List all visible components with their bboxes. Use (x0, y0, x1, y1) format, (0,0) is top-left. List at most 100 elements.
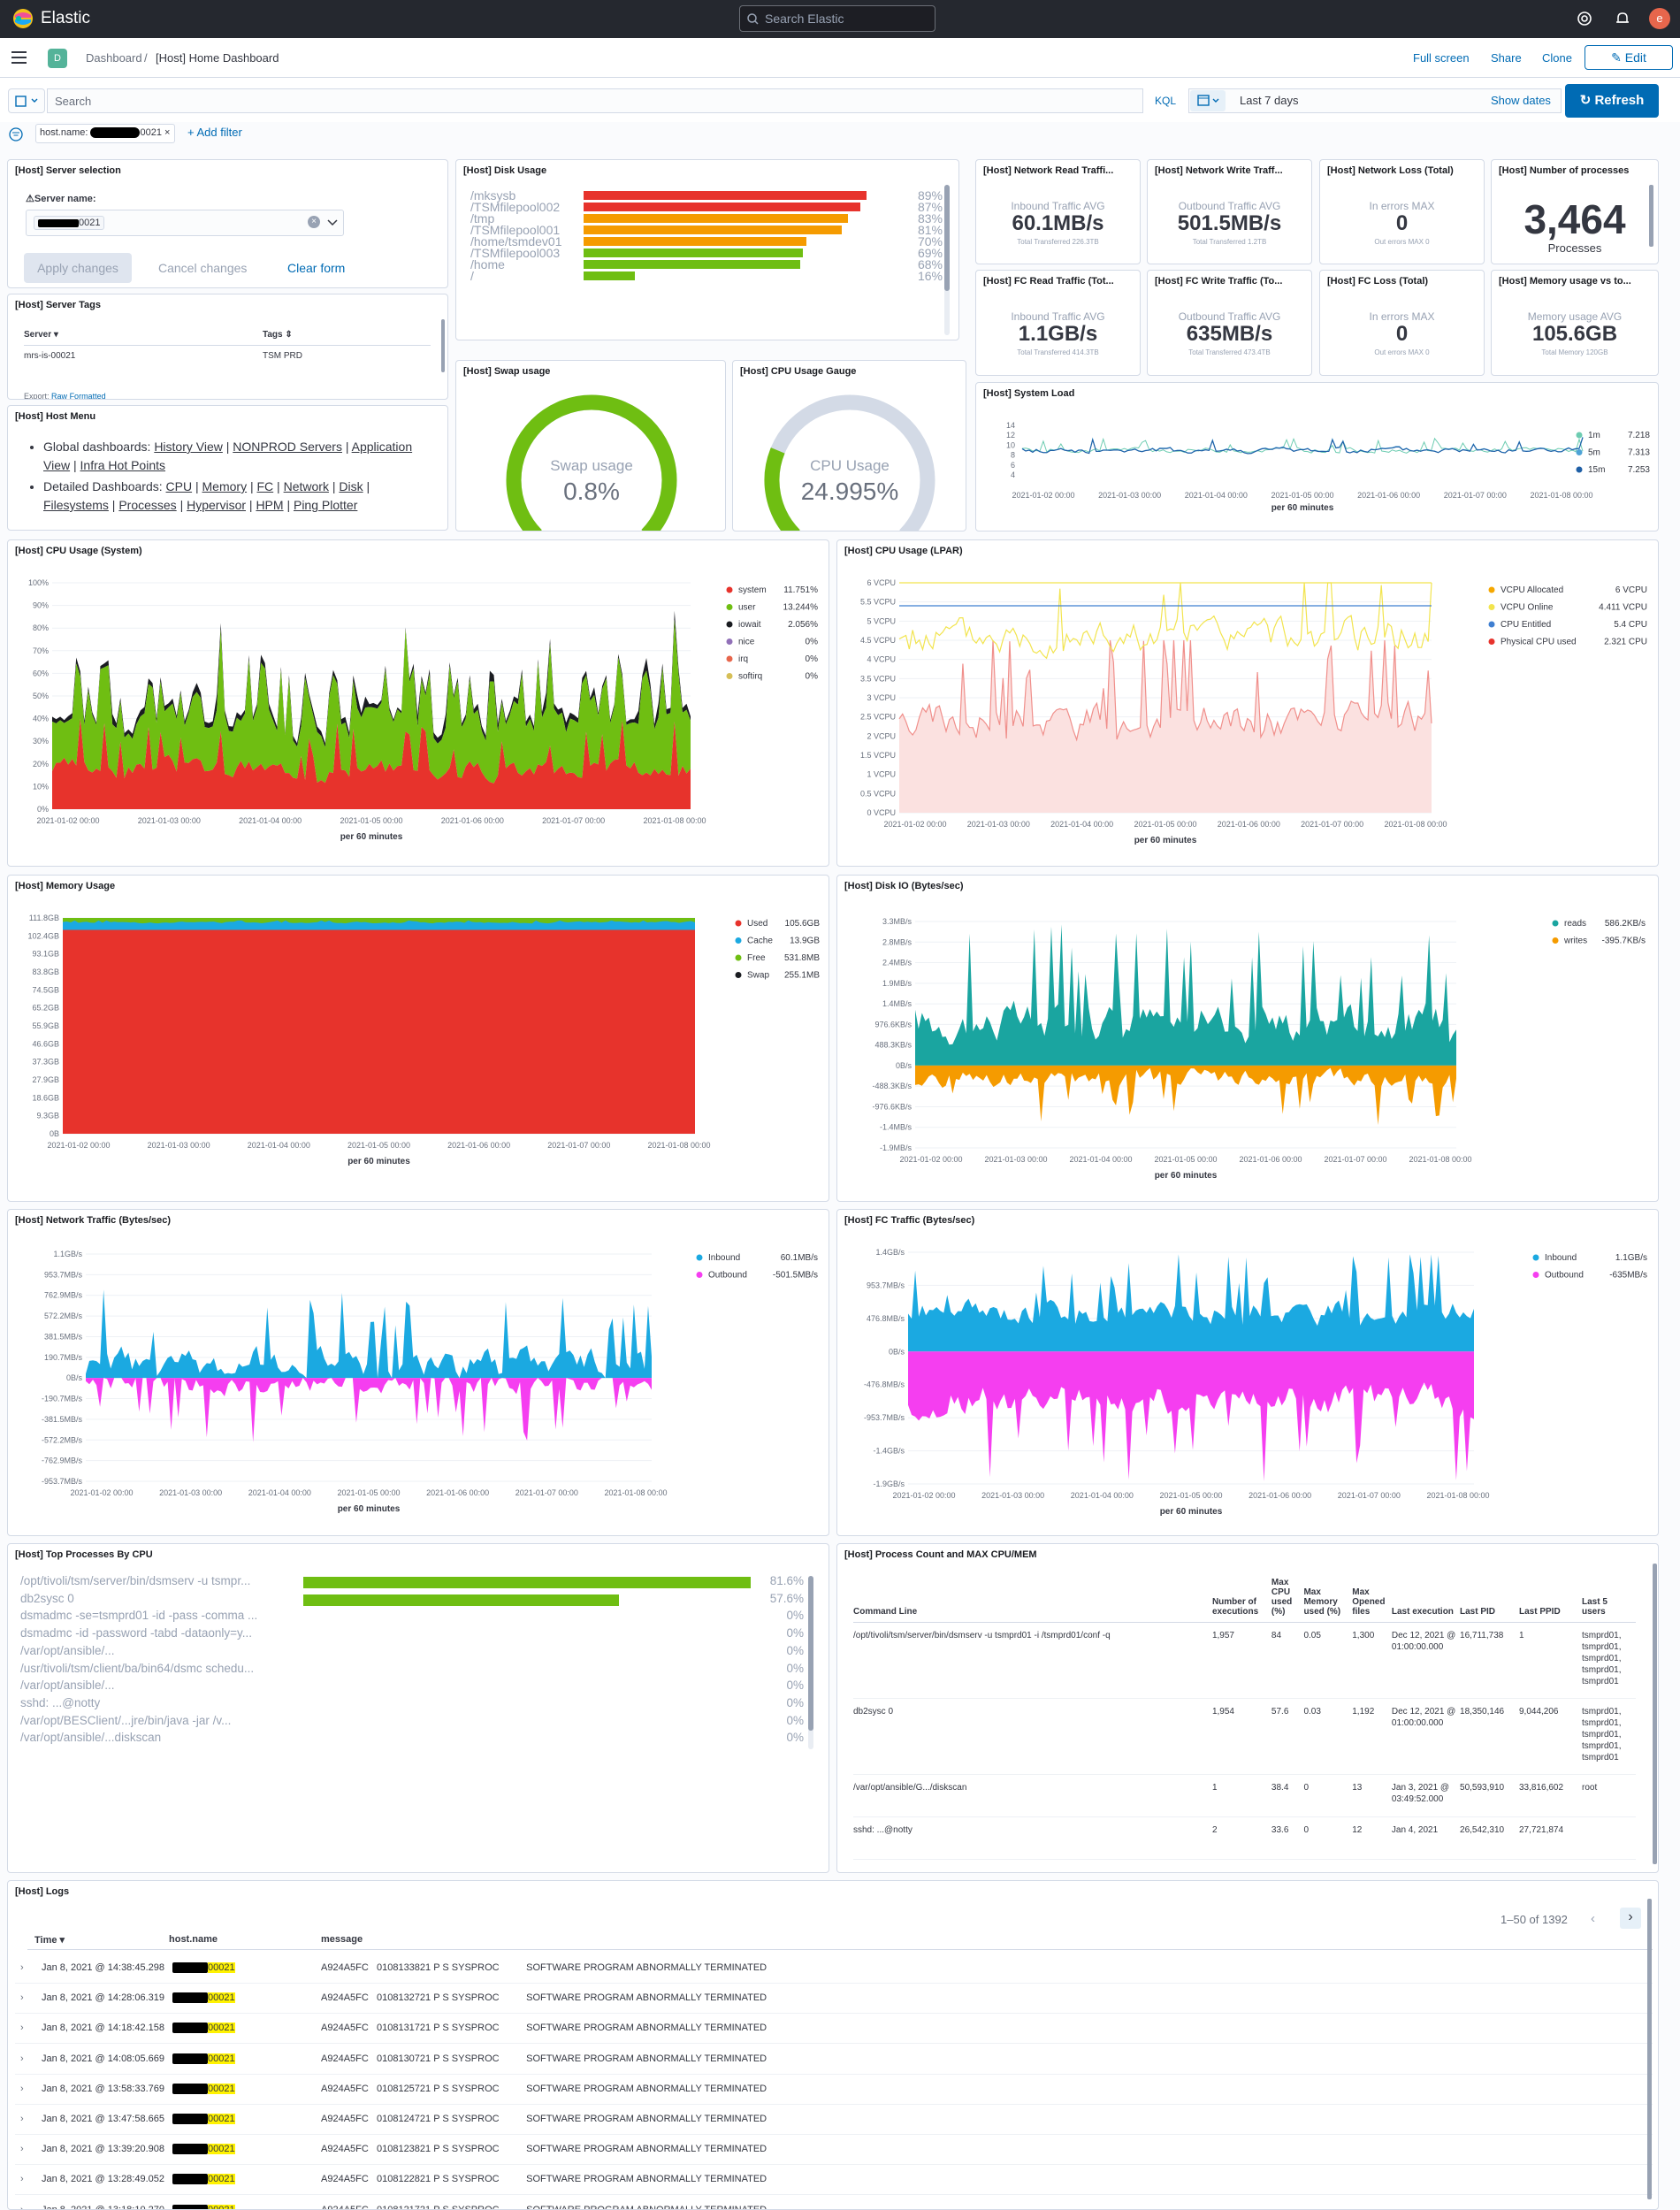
legend-name[interactable]: Free (747, 953, 766, 963)
legend-swatch[interactable] (1488, 621, 1495, 628)
refresh-button[interactable]: ↻ Refresh (1565, 84, 1659, 118)
notifications-icon[interactable] (1614, 10, 1631, 27)
legend-swatch[interactable] (726, 586, 733, 593)
legend-swatch[interactable] (1488, 586, 1495, 593)
link-ping-plotter[interactable]: Ping Plotter (293, 498, 358, 512)
column-header[interactable]: Last 5 users (1582, 1576, 1636, 1623)
table-row[interactable]: db2sysc 0 1,954 57.6 0.03 1,192 Dec 12, 2021 … (853, 1698, 1636, 1775)
brand-name[interactable]: Elastic (41, 9, 90, 27)
breadcrumb-dashboard[interactable]: Dashboard (86, 51, 142, 65)
scrollbar[interactable] (1649, 185, 1653, 247)
col-time[interactable]: Time ▾ (34, 1935, 65, 1946)
legend-swatch[interactable] (735, 954, 742, 961)
legend-name[interactable]: iowait (738, 620, 761, 630)
edit-button[interactable]: ✎ Edit (1585, 45, 1673, 70)
table-row[interactable]: /var/opt/ansible/G.../diskscan 1 38.4 0 13 Ja… (853, 1774, 1636, 1817)
log-row[interactable]: › Jan 8, 2021 @ 14:08:05.669 00021 A924A5FC… (15, 2045, 1653, 2075)
saved-query-button[interactable] (8, 88, 45, 113)
legend-swatch[interactable] (726, 639, 733, 645)
server-chip[interactable]: 0021 (34, 216, 105, 230)
cancel-changes-button[interactable]: Cancel changes (158, 261, 248, 275)
log-row[interactable]: › Jan 8, 2021 @ 14:38:45.298 00021 A924A5FC… (15, 1954, 1653, 1984)
legend-name[interactable]: 5m (1588, 448, 1600, 458)
expand-icon[interactable]: › (20, 2144, 24, 2155)
link-hpm[interactable]: HPM (256, 498, 284, 512)
expand-icon[interactable]: › (20, 2083, 24, 2094)
legend-name[interactable]: softirq (738, 672, 762, 682)
date-range[interactable]: Last 7 days (1240, 94, 1299, 107)
search-input[interactable]: Search (47, 88, 1143, 113)
legend-name[interactable]: Outbound (708, 1271, 747, 1281)
space-badge[interactable]: D (48, 49, 67, 68)
legend-name[interactable]: user (738, 603, 756, 613)
legend-name[interactable]: VCPU Online (1501, 603, 1554, 613)
link-application-view[interactable]: Application View (43, 440, 413, 472)
scrollbar[interactable] (1653, 1564, 1657, 1864)
link-memory[interactable]: Memory (202, 479, 248, 493)
filter-icon[interactable] (8, 126, 24, 142)
link-cpu[interactable]: CPU (165, 479, 193, 493)
prev-page-icon[interactable]: ‹ (1591, 1911, 1595, 1926)
legend-swatch[interactable] (696, 1272, 703, 1278)
chevron-down-icon[interactable] (327, 218, 338, 227)
column-header[interactable]: Last PPID (1518, 1576, 1583, 1623)
show-dates-link[interactable]: Show dates (1491, 94, 1551, 107)
legend-swatch[interactable] (1552, 937, 1559, 944)
date-picker[interactable] (1188, 88, 1562, 113)
legend-name[interactable]: nice (738, 638, 755, 647)
column-header[interactable]: Max Opened files (1352, 1576, 1392, 1623)
column-header[interactable]: Last execution (1391, 1576, 1461, 1623)
export-raw-link[interactable]: Raw (51, 392, 68, 400)
log-row[interactable]: › Jan 8, 2021 @ 14:28:06.319 00021 A924A5FC… (15, 1984, 1653, 2015)
legend-swatch[interactable] (726, 655, 733, 662)
kql-toggle[interactable]: KQL (1154, 95, 1176, 107)
legend-swatch[interactable] (1532, 1272, 1539, 1278)
log-row[interactable]: › Jan 8, 2021 @ 13:47:58.665 00021 A924A5FC… (15, 2105, 1653, 2135)
col-message[interactable]: message (321, 1934, 363, 1945)
log-row[interactable]: › Jan 8, 2021 @ 14:18:42.158 00021 A924A5FC… (15, 2014, 1653, 2045)
clear-form-button[interactable]: Clear form (287, 261, 346, 275)
column-header[interactable]: Command Line (853, 1576, 1212, 1623)
legend-name[interactable]: CPU Entitled (1501, 620, 1551, 630)
add-filter-button[interactable]: + Add filter (187, 126, 242, 139)
col-host[interactable]: host.name (169, 1934, 218, 1945)
full-screen-link[interactable]: Full screen (1413, 51, 1470, 65)
scrollbar[interactable] (944, 185, 950, 335)
share-link[interactable]: Share (1491, 51, 1522, 65)
link-disk[interactable]: Disk (339, 479, 363, 493)
legend-swatch[interactable] (1488, 639, 1495, 645)
global-search-input[interactable]: Search Elastic (739, 5, 935, 32)
expand-icon[interactable]: › (20, 2053, 24, 2064)
table-row[interactable]: sshd: ...@notty 2 33.6 0 12 Jan 4, 2021 26,542… (853, 1816, 1636, 1860)
column-header[interactable]: Max Memory used (%) (1303, 1576, 1353, 1623)
log-row[interactable]: › Jan 8, 2021 @ 13:28:49.052 00021 A924A5FC… (15, 2165, 1653, 2196)
legend-name[interactable]: Inbound (1545, 1253, 1577, 1263)
scrollbar[interactable] (1647, 1899, 1652, 2199)
link-filesystems[interactable]: Filesystems (43, 498, 109, 512)
link-processes[interactable]: Processes (118, 498, 177, 512)
legend-name[interactable]: Inbound (708, 1253, 740, 1263)
legend-swatch[interactable] (1576, 466, 1583, 473)
expand-icon[interactable]: › (20, 1992, 24, 2004)
legend-name[interactable]: reads (1564, 919, 1586, 929)
server-name-combobox[interactable]: 0021 × (26, 210, 344, 236)
link-hypervisor[interactable]: Hypervisor (187, 498, 247, 512)
legend-name[interactable]: 15m (1588, 465, 1605, 475)
legend-swatch[interactable] (1576, 449, 1583, 455)
link-network[interactable]: Network (283, 479, 329, 493)
table-row[interactable]: /opt/tivoli/tsm/server/bin/dsmserv -u ts… (853, 1622, 1636, 1699)
legend-name[interactable]: Physical CPU used (1501, 638, 1577, 647)
calendar-icon[interactable] (1190, 90, 1226, 111)
scrollbar-thumb[interactable] (944, 185, 950, 291)
legend-swatch[interactable] (696, 1254, 703, 1261)
link-infra-hot-points[interactable]: Infra Hot Points (80, 458, 166, 472)
scrollbar[interactable] (441, 319, 445, 372)
log-row[interactable]: › Jan 8, 2021 @ 13:18:10.270 00021 A924A5FC… (15, 2196, 1653, 2209)
export-formatted-link[interactable]: Formatted (69, 392, 106, 400)
col-server[interactable]: Server ▾ (24, 330, 58, 340)
legend-swatch[interactable] (1552, 920, 1559, 927)
legend-swatch[interactable] (735, 937, 742, 944)
legend-name[interactable]: irq (738, 654, 748, 664)
column-header[interactable]: Number of executions (1211, 1576, 1271, 1623)
clone-link[interactable]: Clone (1542, 51, 1572, 65)
